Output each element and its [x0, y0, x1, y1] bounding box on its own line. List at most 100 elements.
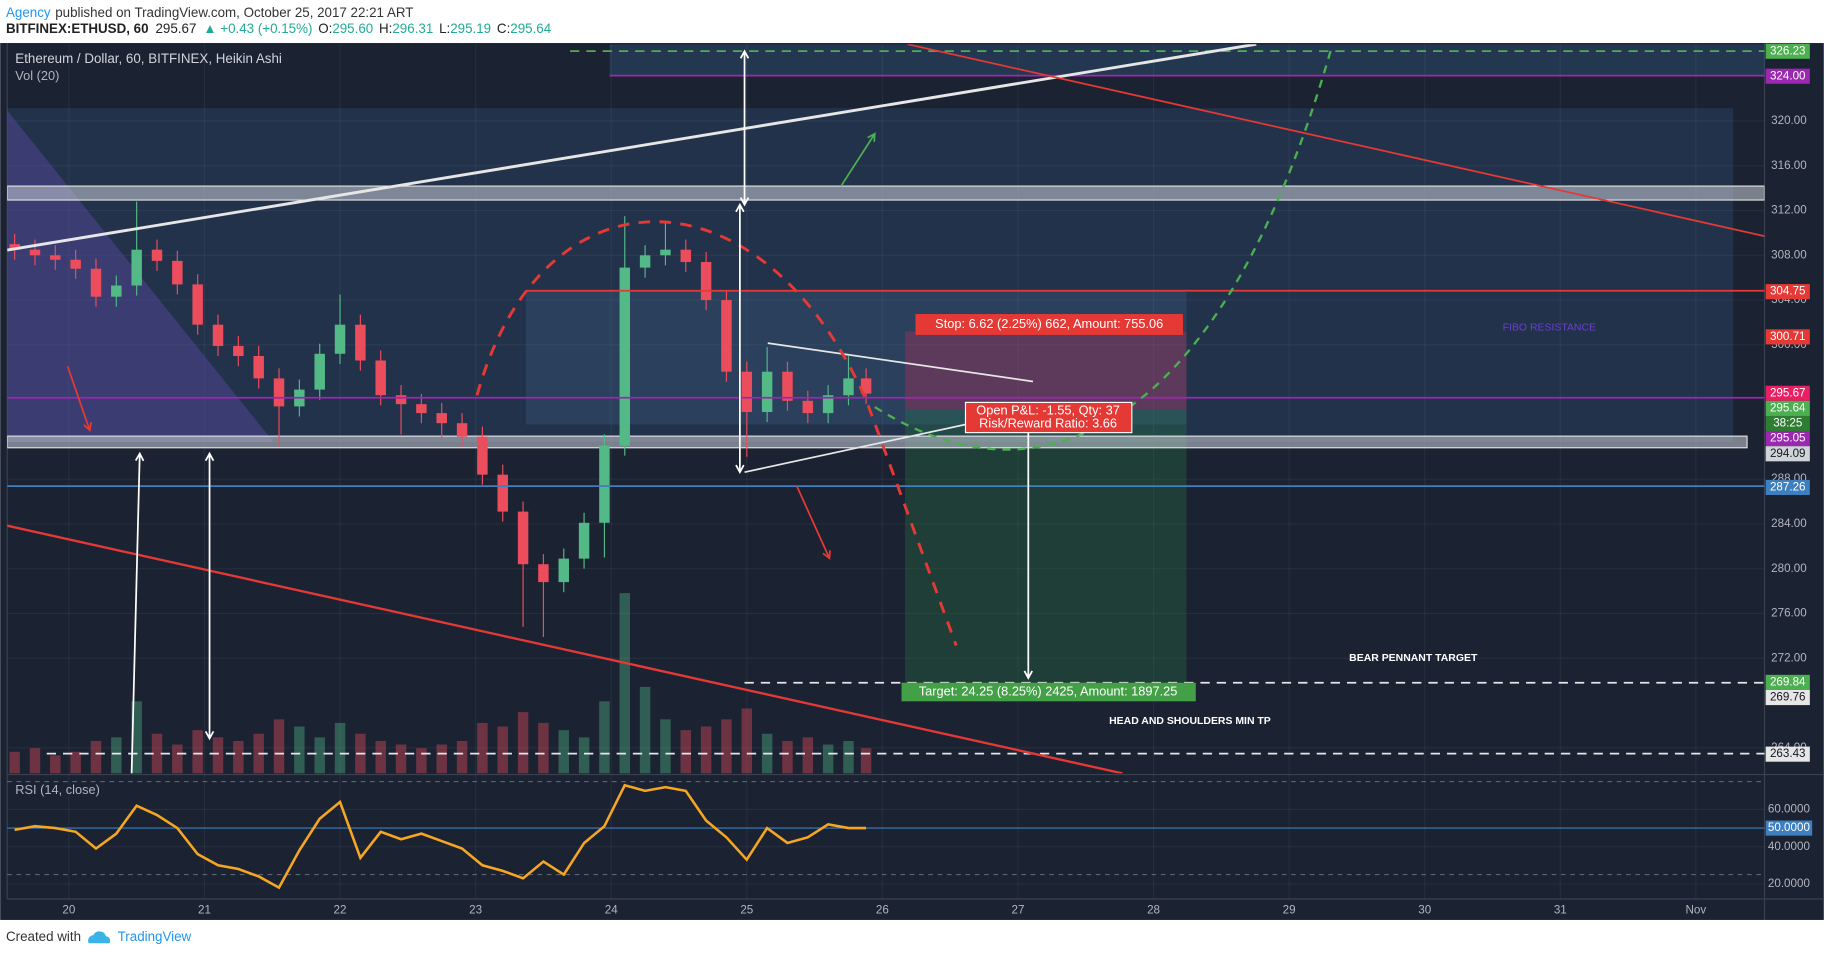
price-label-box [1765, 284, 1810, 300]
price-label: 287.26 [1770, 481, 1806, 494]
candle-body [314, 353, 325, 390]
arrow [735, 202, 745, 475]
x-tick-label: 20 [62, 904, 75, 917]
candle-body [29, 249, 41, 256]
candle-body [599, 445, 610, 523]
pennant-line [744, 423, 966, 474]
pennant-line [767, 342, 1034, 383]
x-tick-label: Nov [1686, 904, 1707, 917]
quote-line: BITFINEX:ETHUSD, 60 295.67 ▲ +0.43 (+0.15%… [6, 21, 552, 36]
volume-bar [860, 748, 872, 774]
y-tick-label: 320.00 [1771, 114, 1807, 127]
price-label-box [1765, 385, 1810, 401]
volume-label: Vol (20) [15, 68, 59, 83]
x-tick-label: 28 [1147, 904, 1160, 917]
y-tick-label: 284.00 [1771, 517, 1807, 530]
x-tick-label: 21 [198, 904, 211, 917]
candle-body [50, 255, 61, 260]
volume-bar [660, 719, 671, 774]
price-label: 295.67 [1770, 386, 1806, 399]
arrow [66, 366, 92, 433]
price-label-box [1765, 446, 1810, 462]
price-label: 269.84 [1770, 675, 1806, 688]
candle-body [822, 395, 834, 414]
rsi-tick-label: 40.0000 [1768, 840, 1811, 853]
publish-line: Agency published on TradingView.com, Octo… [6, 4, 413, 19]
price-label-box [1765, 43, 1810, 59]
projection-curve [874, 46, 1333, 451]
candle-body [90, 268, 102, 297]
volume-bar [9, 751, 20, 774]
volume-bar [334, 722, 346, 774]
price-label-box [1765, 431, 1810, 447]
x-tick-label: 23 [469, 904, 482, 917]
volume-bar [50, 755, 61, 774]
candle-body [172, 260, 183, 285]
x-tick-label: 29 [1283, 904, 1296, 917]
target-box [901, 682, 1196, 702]
texts: Agency published on TradingView.com, Octo… [6, 4, 1813, 944]
footer-brand: TradingView [118, 929, 192, 944]
candle-body [741, 371, 753, 412]
price-label: 295.64 [1770, 401, 1806, 414]
volume-bar [212, 737, 224, 774]
volume-bar [111, 737, 122, 774]
candle-body [843, 378, 854, 396]
ohlc-key: O: [318, 21, 332, 36]
x-tick-label: 25 [740, 904, 753, 917]
candle-body [721, 300, 732, 372]
last-price: 295.67 [156, 21, 197, 36]
price-label: 300.71 [1770, 330, 1806, 343]
candle-body [578, 522, 590, 559]
candle-body [9, 244, 20, 250]
candle-body [680, 249, 692, 263]
y-tick-label: 308.00 [1771, 248, 1807, 261]
candle-body [375, 360, 386, 396]
drawings [7, 44, 1765, 774]
volume-bar [639, 686, 651, 774]
pnl-label: Open P&L: -1.55, Qty: 37 [976, 403, 1120, 418]
support-band [7, 435, 1748, 449]
ohlc-value: 295.60 [332, 21, 373, 36]
candle-body [860, 378, 872, 394]
price-label-box [1765, 746, 1810, 762]
trend-line [7, 44, 1257, 252]
candle-body [538, 564, 549, 583]
candle-body [212, 324, 224, 346]
rsi-line [14, 783, 867, 890]
volume-bar [477, 722, 488, 774]
ohlc-key: C: [497, 21, 510, 36]
candle-body [111, 285, 122, 297]
target-label: Target: 24.25 (8.25%) 2425, Amount: 1897… [919, 683, 1178, 698]
volume-bar [599, 701, 610, 774]
change: ▲ +0.43 (+0.15%) [203, 21, 312, 36]
ohlc-key: H: [379, 21, 392, 36]
price-label: 295.05 [1770, 432, 1806, 445]
x-tick-label: 27 [1011, 904, 1024, 917]
candle-body [782, 371, 793, 401]
candle-body [456, 423, 468, 437]
countdown: 38:25 [1773, 417, 1802, 430]
volume-bar [131, 701, 142, 774]
candle-body [660, 249, 671, 256]
volume-bar [558, 730, 569, 774]
price-label: 326.23 [1770, 44, 1806, 57]
volume-bar [456, 740, 468, 774]
candle-body [70, 259, 81, 269]
volume-bar [294, 726, 305, 774]
volume-bar [822, 744, 834, 774]
candle-body [334, 324, 346, 354]
x-tick-label: 24 [605, 904, 618, 917]
arrow [796, 485, 831, 560]
x-tick-label: 30 [1418, 904, 1431, 917]
countdown-box [1765, 415, 1810, 432]
candle-body [192, 284, 203, 325]
rsi-tick-label: 60.0000 [1768, 803, 1811, 816]
arrow [739, 49, 750, 207]
price-label-box [1765, 479, 1810, 495]
price-label-box [1765, 329, 1810, 345]
volume-bar [416, 748, 427, 774]
volume-bar [843, 740, 854, 774]
published-text: published on TradingView.com, October 25… [55, 4, 413, 19]
arrow [130, 451, 145, 774]
